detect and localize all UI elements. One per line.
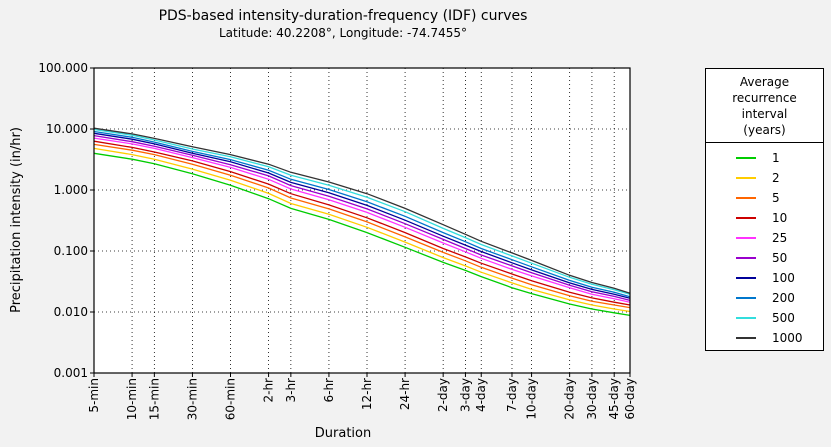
- x-tick-label: 60-day: [623, 378, 637, 420]
- x-tick-label: 4-day: [474, 378, 488, 412]
- legend-item-100: 100: [706, 268, 823, 288]
- chart-subtitle: Latitude: 40.2208°, Longitude: -74.7455°: [219, 26, 467, 40]
- legend-swatch: [736, 157, 756, 159]
- series-line-100: [93, 132, 631, 299]
- series-line-50: [93, 134, 631, 302]
- legend-swatch: [736, 317, 756, 319]
- y-axis-label: Precipitation intensity (in/hr): [9, 127, 24, 313]
- x-tick-label: 6-hr: [322, 378, 336, 403]
- legend-label: 1: [772, 151, 780, 165]
- legend-item-500: 500: [706, 308, 823, 328]
- x-tick-label: 12-hr: [360, 378, 374, 410]
- legend-title: Average recurrence interval (years): [706, 69, 823, 143]
- x-tick-label: 60-min: [224, 378, 238, 420]
- legend-swatch: [736, 237, 756, 239]
- y-tick-label: 0.010: [54, 305, 88, 319]
- x-axis: 5-min 10-min 15-min 30-min 60-min 2-hr 3-hr 6-h…: [87, 373, 637, 420]
- x-tick-label: 2-day: [436, 378, 450, 412]
- legend-label: 200: [772, 291, 795, 305]
- y-tick-label: 1.000: [54, 183, 88, 197]
- grid: [94, 68, 630, 373]
- legend-label: 500: [772, 311, 795, 325]
- y-tick-label: 100.000: [38, 61, 88, 75]
- legend-label: 2: [772, 171, 780, 185]
- legend-title-line-3: (years): [743, 122, 786, 137]
- legend-swatch: [736, 297, 756, 299]
- legend-item-1: 1: [706, 148, 823, 168]
- x-tick-label: 45-day: [607, 378, 621, 420]
- series-line-25: [93, 137, 631, 303]
- series-line-200: [93, 130, 631, 298]
- chart-title: PDS-based intensity-duration-frequency (…: [159, 8, 528, 24]
- series-lines: [93, 127, 631, 317]
- legend-item-2: 2: [706, 168, 823, 188]
- legend-label: 100: [772, 271, 795, 285]
- x-tick-label: 3-hr: [284, 378, 298, 403]
- series-line-500: [93, 128, 631, 295]
- x-axis-label: Duration: [315, 426, 371, 441]
- series-line-5: [93, 143, 631, 309]
- x-tick-label: 10-min: [125, 378, 139, 420]
- legend-swatch: [736, 197, 756, 199]
- legend-item-200: 200: [706, 288, 823, 308]
- legend-item-25: 25: [706, 228, 823, 248]
- y-tick-label: 10.000: [46, 122, 88, 136]
- legend-swatch: [736, 217, 756, 219]
- legend-swatch: [736, 177, 756, 179]
- y-tick-label: 0.100: [54, 244, 88, 258]
- series-line-1000: [93, 127, 631, 294]
- x-tick-label: 2-hr: [262, 378, 276, 403]
- x-tick-label: 5-min: [87, 378, 101, 413]
- series-line-2: [93, 147, 631, 313]
- legend-title-line-1: Average recurrence: [732, 74, 797, 105]
- x-tick-label: 7-day: [505, 378, 519, 412]
- x-tick-label: 20-day: [563, 378, 577, 420]
- x-tick-label: 30-day: [585, 378, 599, 420]
- x-tick-label: 3-day: [458, 378, 472, 412]
- x-tick-label: 30-min: [185, 378, 199, 420]
- legend-label: 10: [772, 211, 788, 225]
- series-line-1: [93, 152, 631, 317]
- legend-label: 25: [772, 231, 788, 245]
- legend-item-50: 50: [706, 248, 823, 268]
- legend-swatch: [736, 337, 756, 339]
- x-tick-label: 24-hr: [398, 378, 412, 410]
- legend-title-line-2: interval: [741, 106, 788, 121]
- y-tick-label: 0.001: [54, 366, 88, 380]
- series-line-10: [93, 140, 631, 306]
- legend-item-5: 5: [706, 188, 823, 208]
- x-tick-label: 10-day: [525, 378, 539, 420]
- y-axis: 0.001 0.010 0.100 1.000 10.000 100.000: [38, 61, 94, 380]
- legend-swatch: [736, 277, 756, 279]
- legend-item-10: 10: [706, 208, 823, 228]
- legend-swatch: [736, 257, 756, 259]
- x-tick-label: 15-min: [147, 378, 161, 420]
- legend-label: 5: [772, 191, 780, 205]
- legend-items: 1 2 5 10 25 50 100 200 500 1000: [706, 143, 823, 348]
- plot-frame: [93, 67, 631, 374]
- legend-item-1000: 1000: [706, 328, 823, 348]
- legend-label: 50: [772, 251, 788, 265]
- legend-label: 1000: [772, 331, 803, 345]
